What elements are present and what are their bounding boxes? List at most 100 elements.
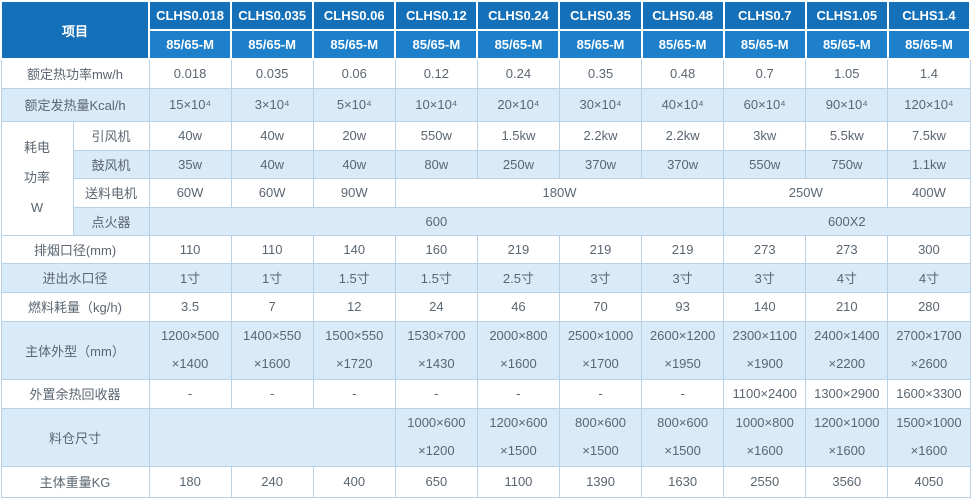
value-cell: 1530×700 ×1430	[394, 320, 478, 380]
value-cell: 20w	[312, 120, 396, 151]
model-subspec: 85/65-M	[722, 29, 807, 60]
value-cell: 0.12	[394, 58, 478, 89]
model-subspec: 85/65-M	[804, 29, 889, 60]
value-cell: 1.1kw	[887, 149, 971, 179]
value-cell: 180	[148, 465, 232, 498]
value-cell: -	[476, 378, 560, 409]
value-cell: 0.06	[312, 58, 396, 89]
row-label-hopper-size: 料仓尺寸	[0, 407, 150, 467]
value-cell: 120×10⁴	[887, 87, 971, 122]
value-cell: 3.5	[148, 291, 232, 322]
table-row: 耗电 功率 W 引风机 40w 40w 20w 550w 1.5kw 2.2kw…	[0, 120, 971, 236]
row-label-heat-recovery: 外置余热回收器	[0, 378, 150, 409]
value-cell: 250W	[723, 177, 889, 208]
value-cell: 0.035	[230, 58, 314, 89]
value-cell: 1600×3300	[887, 378, 971, 409]
value-cell: 1500×1000 ×1600	[887, 407, 971, 467]
value-cell: 2600×1200 ×1950	[641, 320, 725, 380]
value-cell: 400W	[887, 177, 971, 208]
value-cell: 12	[312, 291, 396, 322]
table-row: 料仓尺寸 1000×600 ×1200 1200×600 ×1500 800×6…	[0, 407, 971, 467]
value-cell: 1寸	[230, 262, 314, 293]
value-cell: -	[558, 378, 643, 409]
row-label-induced-fan: 引风机	[72, 120, 150, 151]
value-cell: 3寸	[558, 262, 643, 293]
row-label-rated-heat-output: 额定发热量Kcal/h	[0, 87, 150, 122]
value-cell: 1寸	[148, 262, 232, 293]
value-cell: 7	[230, 291, 314, 322]
model-subspec: 85/65-M	[640, 29, 725, 60]
model-header: CLHS0.24	[476, 0, 561, 31]
value-cell: 3kw	[723, 120, 807, 151]
row-label-rated-thermal-power: 额定热功率mw/h	[0, 58, 150, 89]
model-subspec: 85/65-M	[558, 29, 643, 60]
row-label-main-weight: 主体重量KG	[0, 465, 150, 498]
value-cell: 3寸	[641, 262, 725, 293]
value-cell: 2.5寸	[476, 262, 560, 293]
value-cell: 110	[230, 234, 314, 264]
value-cell: 0.7	[723, 58, 807, 89]
value-cell: 4寸	[805, 262, 889, 293]
value-cell: 1400×550 ×1600	[230, 320, 314, 380]
value-cell: 24	[394, 291, 478, 322]
value-cell: 4寸	[887, 262, 971, 293]
value-cell: 15×10⁴	[148, 87, 232, 122]
table-row: 额定热功率mw/h 0.018 0.035 0.06 0.12 0.24 0.3…	[0, 58, 971, 89]
value-cell: 1.5寸	[394, 262, 478, 293]
value-cell: 1.05	[805, 58, 889, 89]
model-subspec: 85/65-M	[886, 29, 971, 60]
value-cell: 600	[148, 206, 725, 236]
table-row: 外置余热回收器 - - - - - - - 1100×2400 1300×290…	[0, 378, 971, 409]
value-cell: 219	[641, 234, 725, 264]
value-cell: 550w	[394, 120, 478, 151]
value-cell: 750w	[805, 149, 889, 179]
value-cell: 93	[641, 291, 725, 322]
value-cell: 140	[723, 291, 807, 322]
table-row: 排烟口径(mm) 110 110 140 160 219 219 219 273…	[0, 234, 971, 264]
value-cell: 3560	[805, 465, 889, 498]
value-cell: 370w	[641, 149, 725, 179]
value-cell: 60×10⁴	[723, 87, 807, 122]
value-cell: 250w	[476, 149, 560, 179]
model-header: CLHS0.06	[312, 0, 397, 31]
value-cell: 219	[558, 234, 643, 264]
table-row: 送料电机 60W 60W 90W 180W 250W 400W	[1, 177, 971, 208]
value-cell: 60W	[148, 177, 232, 208]
value-cell: 2700×1700 ×2600	[887, 320, 971, 380]
value-cell: 273	[723, 234, 807, 264]
value-cell: 273	[805, 234, 889, 264]
value-cell: 1000×800 ×1600	[723, 407, 807, 467]
value-cell: 800×600 ×1500	[641, 407, 725, 467]
model-subspec: 85/65-M	[394, 29, 479, 60]
value-cell: 2500×1000 ×1700	[558, 320, 643, 380]
value-cell: 1390	[558, 465, 643, 498]
value-cell: 1200×1000 ×1600	[805, 407, 889, 467]
value-cell: 550w	[723, 149, 807, 179]
value-cell: 2.2kw	[558, 120, 643, 151]
value-cell: 0.35	[558, 58, 643, 89]
model-subspec: 85/65-M	[312, 29, 397, 60]
value-cell: -	[312, 378, 396, 409]
value-cell: 210	[805, 291, 889, 322]
value-cell: 2000×800 ×1600	[476, 320, 560, 380]
value-cell: 35w	[148, 149, 232, 179]
table-row: 主体外型（mm） 1200×500 ×1400 1400×550 ×1600 1…	[0, 320, 971, 380]
row-label-igniter: 点火器	[72, 206, 150, 236]
value-cell: 370w	[558, 149, 643, 179]
table-row: 进出水口径 1寸 1寸 1.5寸 1.5寸 2.5寸 3寸 3寸 3寸 4寸 4…	[0, 262, 971, 293]
value-cell: 70	[558, 291, 643, 322]
model-header: CLHS1.4	[886, 0, 971, 31]
value-cell: 90W	[312, 177, 396, 208]
model-header: CLHS0.48	[640, 0, 725, 31]
row-label-main-dimensions: 主体外型（mm）	[0, 320, 150, 380]
value-cell: 1.5寸	[312, 262, 396, 293]
value-cell: 40w	[312, 149, 396, 179]
value-cell: 0.018	[148, 58, 232, 89]
model-subspec: 85/65-M	[476, 29, 561, 60]
value-cell: 5.5kw	[805, 120, 889, 151]
value-cell: 80w	[394, 149, 478, 179]
value-cell: 1300×2900	[805, 378, 889, 409]
model-header: CLHS1.05	[804, 0, 889, 31]
row-label-feeding-motor: 送料电机	[72, 177, 150, 208]
